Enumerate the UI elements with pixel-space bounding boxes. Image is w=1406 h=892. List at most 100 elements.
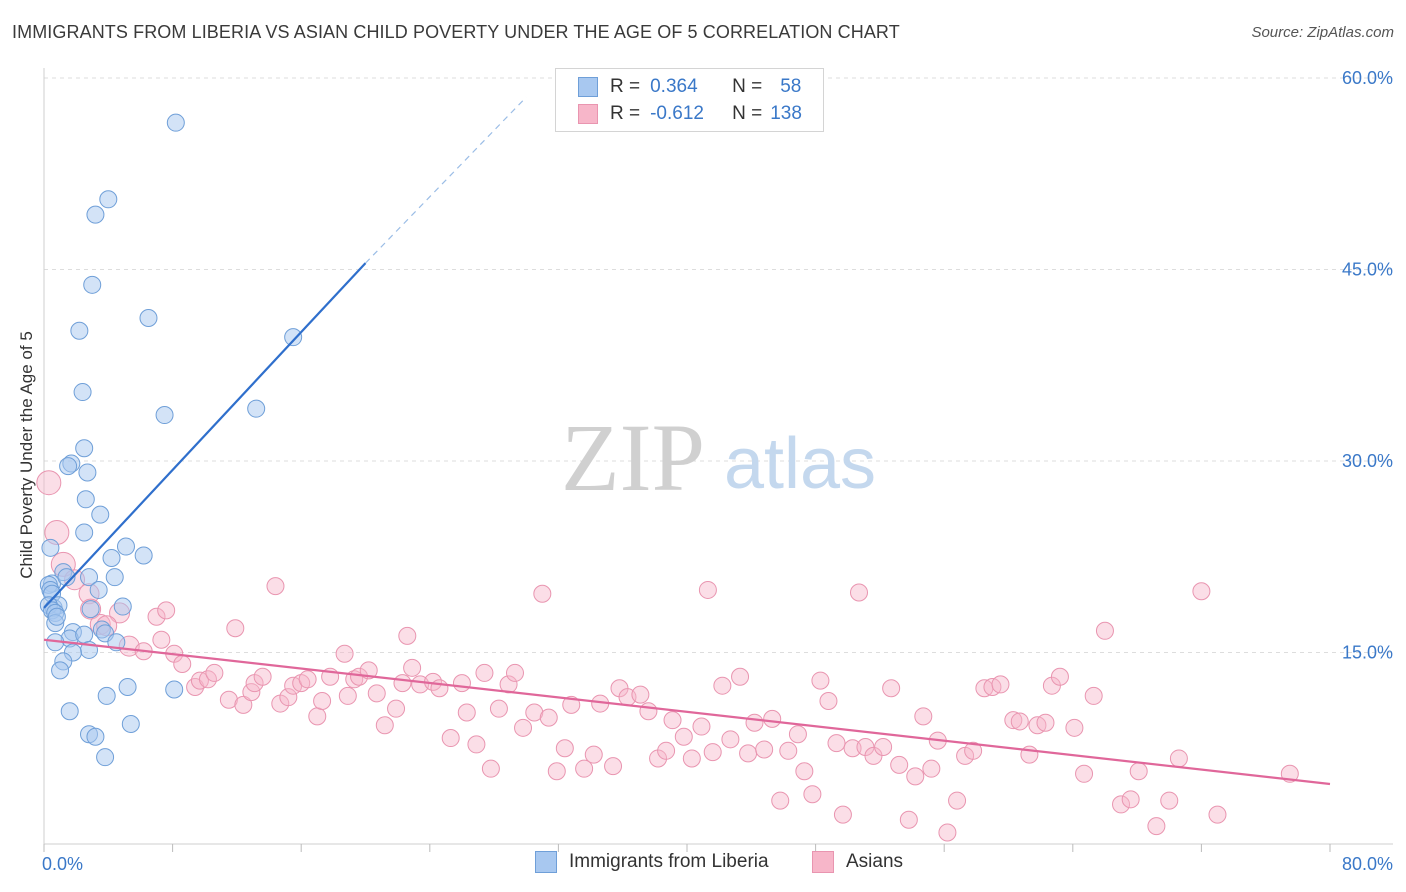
liberia-point — [76, 490, 95, 509]
asians-point — [403, 658, 422, 677]
y-axis-label: Child Poverty Under the Age of 5 — [17, 331, 36, 579]
asians-point — [1004, 711, 1023, 730]
asians-point — [298, 670, 317, 689]
asians-point — [713, 676, 732, 695]
asians-trend-line — [43, 638, 1331, 786]
asians-point — [964, 741, 983, 760]
liberia-point — [86, 205, 105, 224]
asians-point — [313, 692, 332, 711]
x-tick-label: 80.0% — [1342, 854, 1393, 874]
asians-point — [745, 713, 764, 732]
r-label: R = — [610, 103, 641, 124]
asians-point — [457, 703, 476, 722]
asians-point — [1160, 791, 1179, 810]
tick-labels: 15.0% 30.0% 45.0% 60.0% 0.0% 80.0% — [42, 68, 1393, 874]
asians-point — [843, 739, 862, 758]
asians-point — [882, 679, 901, 698]
liberia-point — [284, 328, 303, 347]
liberia-point — [102, 549, 121, 568]
legend-label-liberia: Immigrants from Liberia — [569, 851, 769, 872]
asians-point — [1010, 712, 1029, 731]
asians-point — [514, 718, 533, 737]
liberia-point — [41, 538, 60, 557]
asians-point — [338, 686, 357, 705]
asians-point — [1112, 795, 1131, 814]
asians-point — [731, 667, 750, 686]
liberia-point — [73, 383, 92, 402]
asians-point — [739, 744, 758, 763]
asians-point — [795, 762, 814, 781]
asians-point — [1192, 582, 1211, 601]
asians-point — [575, 759, 594, 778]
asians-point — [1036, 713, 1055, 732]
asians-point — [890, 755, 909, 774]
asians-point — [1050, 667, 1069, 686]
liberia-point — [165, 680, 184, 699]
asians-point — [763, 709, 782, 728]
liberia-point — [78, 463, 97, 482]
asians-point — [489, 699, 508, 718]
asians-point — [991, 675, 1010, 694]
liberia-point — [86, 727, 105, 746]
legend-row-asians: R = -0.612 N = 138 — [578, 101, 802, 127]
liberia-legend-icon — [535, 851, 557, 873]
asians-point — [533, 584, 552, 603]
asians-point — [771, 791, 790, 810]
asians-point — [367, 684, 386, 703]
asians-point — [525, 703, 544, 722]
liberia-point — [81, 600, 100, 619]
liberia-point — [247, 399, 266, 418]
asians-point — [452, 674, 471, 693]
asians-point — [1065, 718, 1084, 737]
asians-point — [481, 759, 500, 778]
liberia-point — [80, 568, 99, 587]
asians-point — [803, 785, 822, 804]
asians-point — [308, 707, 327, 726]
asians-point — [864, 746, 883, 765]
watermark-atlas: atlas — [724, 424, 876, 504]
asians-point — [1147, 817, 1166, 836]
asians-point — [205, 663, 224, 682]
r-label: R = — [610, 76, 641, 97]
liberia-swatch-icon — [578, 77, 598, 97]
r-value: -0.612 — [650, 103, 704, 124]
asians-point — [1129, 762, 1148, 781]
asians-point — [198, 670, 217, 689]
n-value: 58 — [780, 76, 802, 97]
liberia-point — [96, 748, 115, 767]
asians-point — [555, 739, 574, 758]
liberia-point — [91, 505, 110, 524]
asians-point — [279, 688, 298, 707]
asians-point — [819, 692, 838, 711]
liberia-point — [75, 625, 94, 644]
asians-point — [788, 725, 807, 744]
asians-point — [1075, 764, 1094, 783]
asians-point — [226, 619, 245, 638]
chart-source: Source: ZipAtlas.com — [1251, 24, 1394, 41]
asians-point — [475, 663, 494, 682]
liberia-point — [97, 686, 116, 705]
asians-point — [922, 759, 941, 778]
asians-point — [755, 740, 774, 759]
asians-points — [36, 470, 1299, 842]
asians-point — [1208, 805, 1227, 824]
asians-point — [631, 685, 650, 704]
legend-item-liberia[interactable]: Immigrants from Liberia — [535, 851, 769, 873]
asians-point — [1121, 790, 1140, 809]
legend-label-asians: Asians — [846, 851, 904, 872]
asians-point — [266, 577, 285, 596]
asians-point — [335, 644, 354, 663]
chart-title: IMMIGRANTS FROM LIBERIA VS ASIAN CHILD P… — [12, 22, 900, 42]
asians-point — [698, 580, 717, 599]
n-label: N = — [732, 76, 763, 97]
asians-point — [173, 654, 192, 673]
legend-row-liberia: R = 0.364 N = 58 — [578, 74, 801, 100]
asians-point — [441, 729, 460, 748]
asians-point — [914, 707, 933, 726]
asians-point — [547, 762, 566, 781]
liberia-point — [116, 537, 135, 556]
legend-item-asians[interactable]: Asians — [812, 851, 903, 873]
asians-point — [833, 805, 852, 824]
asians-point — [639, 702, 658, 721]
trend-lines — [43, 96, 1331, 786]
